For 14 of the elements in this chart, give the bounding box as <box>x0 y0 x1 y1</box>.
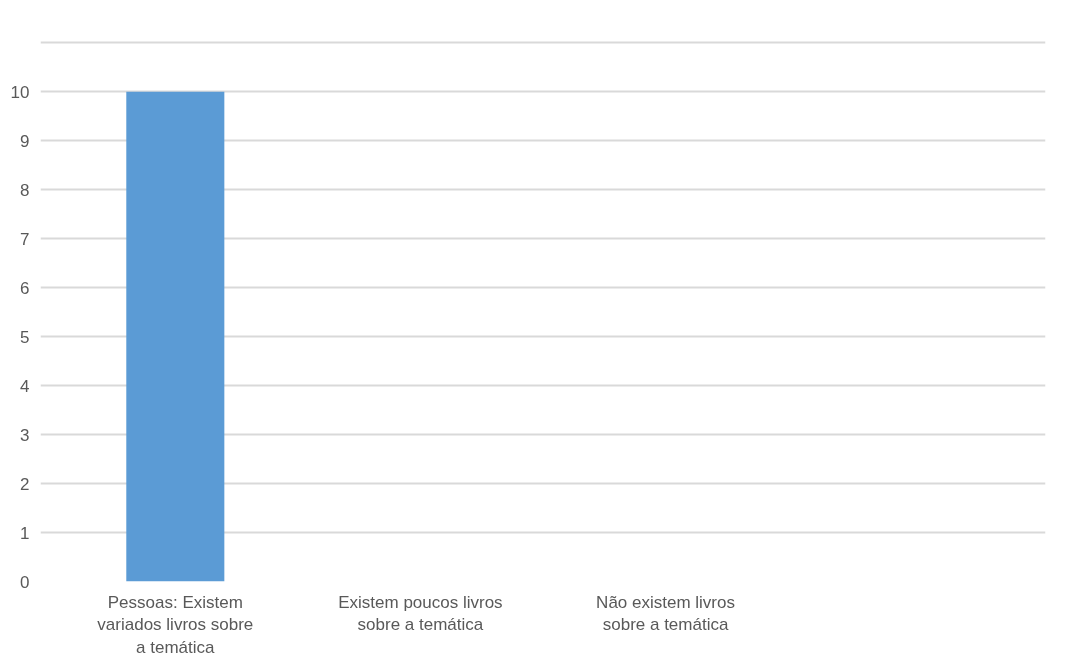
y-tick-label: 1 <box>20 523 30 543</box>
y-tick-label: 0 <box>20 572 30 592</box>
y-tick-label: 7 <box>20 229 30 249</box>
y-tick-label: 4 <box>20 376 30 396</box>
x-tick-label: Não existem livros sobre a temática <box>596 592 735 635</box>
y-tick-label: 2 <box>20 474 30 494</box>
y-tick-label: 6 <box>20 278 30 298</box>
y-tick-label: 8 <box>20 180 30 200</box>
y-tick-label: 3 <box>20 425 30 445</box>
x-tick-label: Existem poucos livros sobre a temática <box>338 592 503 635</box>
y-tick-label: 9 <box>20 131 30 151</box>
y-tick-label: 10 <box>10 82 30 102</box>
x-tick-label: Pessoas: Existem variados livros sobre a temática <box>97 592 254 658</box>
y-tick-label: 5 <box>20 327 30 347</box>
